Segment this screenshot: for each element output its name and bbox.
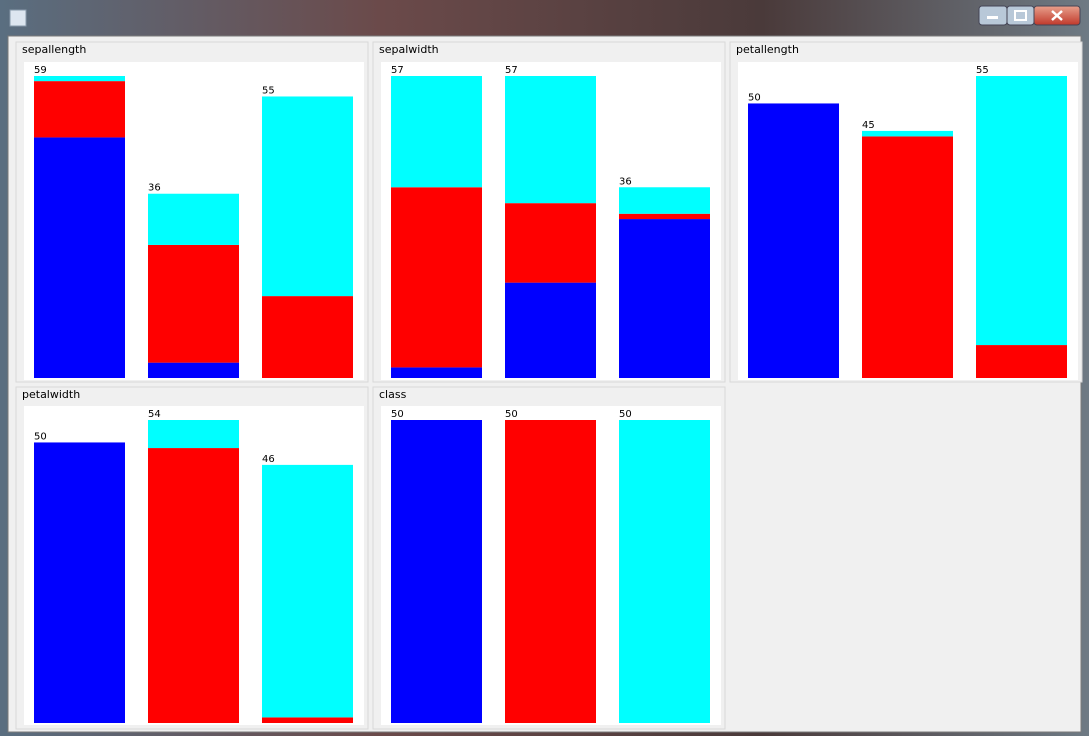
bar-total-label: 57 [391, 65, 404, 76]
bar-total-label: 50 [748, 92, 761, 103]
panel-title: sepallength [22, 43, 86, 56]
bar-total-label: 45 [862, 120, 875, 131]
bar-segment [619, 213, 710, 220]
bar-segment [391, 76, 482, 188]
bar-segment [619, 420, 710, 723]
bar-total-label: 50 [391, 409, 404, 420]
bar-segment [148, 193, 239, 245]
maximize-icon [1014, 10, 1027, 21]
bar-segment [505, 282, 596, 378]
bar-segment [619, 219, 710, 378]
minimize-icon [987, 16, 998, 19]
bar-segment [34, 81, 125, 138]
bar-segment [505, 420, 596, 723]
bar-segment [505, 203, 596, 283]
bar-total-label: 59 [34, 65, 47, 76]
panel-title: sepalwidth [379, 43, 439, 56]
bar-segment [976, 76, 1067, 346]
bar-segment [391, 367, 482, 378]
bar-total-label: 54 [148, 409, 161, 420]
bar-segment [148, 448, 239, 723]
panel-title: petallength [736, 43, 799, 56]
bar-segment [862, 136, 953, 378]
bar-total-label: 50 [505, 409, 518, 420]
bar-segment [391, 187, 482, 368]
bar-segment [748, 103, 839, 379]
close-icon [1051, 10, 1063, 21]
bar-segment [391, 420, 482, 723]
bar-segment [262, 717, 353, 723]
bar-total-label: 55 [262, 85, 275, 96]
bar-total-label: 50 [619, 409, 632, 420]
bar-segment [262, 296, 353, 378]
bar-total-label: 50 [34, 431, 47, 442]
bar-segment [34, 442, 125, 723]
bar-total-label: 36 [619, 176, 632, 187]
panel-title: class [379, 388, 407, 401]
bar-total-label: 36 [148, 183, 161, 194]
bar-segment [148, 244, 239, 363]
bar-segment [262, 96, 353, 297]
minimize-button[interactable] [978, 5, 1008, 26]
bar-segment [619, 187, 710, 214]
bar-total-label: 46 [262, 454, 275, 465]
bar-total-label: 55 [976, 65, 989, 76]
bar-segment [976, 345, 1067, 378]
panel-title: petalwidth [22, 388, 80, 401]
charts: sepallength 59 36 55 sepalwidth 57 57 36 petalle… [15, 41, 1083, 730]
maximize-button[interactable] [1006, 5, 1035, 26]
bar-segment [148, 362, 239, 378]
bar-segment [148, 420, 239, 449]
bar-segment [862, 130, 953, 137]
bar-segment [34, 137, 125, 378]
bar-segment [262, 464, 353, 718]
bar-segment [34, 76, 125, 82]
app-icon [9, 9, 27, 27]
bar-total-label: 57 [505, 65, 518, 76]
bar-segment [505, 76, 596, 204]
